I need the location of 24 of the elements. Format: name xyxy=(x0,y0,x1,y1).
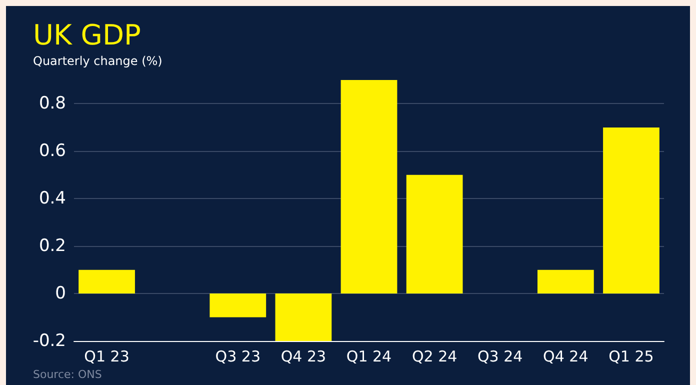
bar xyxy=(210,294,266,318)
y-tick-label: -0.2 xyxy=(32,331,66,351)
chart-title: UK GDP xyxy=(33,18,141,52)
x-tick-label: Q4 24 xyxy=(543,348,588,366)
bar xyxy=(603,127,660,294)
bar xyxy=(406,174,463,294)
x-tick-label: Q1 23 xyxy=(84,348,130,366)
source-note: Source: ONS xyxy=(33,368,102,381)
y-tick-label: 0.8 xyxy=(38,94,66,114)
chart-subtitle: Quarterly change (%) xyxy=(33,54,162,68)
bar xyxy=(340,80,398,294)
x-tick-label: Q3 24 xyxy=(478,348,523,366)
x-tick-label: Q1 24 xyxy=(346,348,392,366)
y-tick-label: 0 xyxy=(55,284,66,304)
y-tick-label: 0.4 xyxy=(38,188,66,209)
bar xyxy=(537,270,594,294)
x-tick-label: Q3 23 xyxy=(215,348,260,366)
x-tick-label: Q4 23 xyxy=(280,348,326,366)
bar xyxy=(78,270,135,294)
y-tick-label: 0.2 xyxy=(38,236,66,256)
bar xyxy=(275,294,332,341)
x-tick-label: Q2 24 xyxy=(412,348,458,366)
y-tick-label: 0.6 xyxy=(38,141,66,162)
x-tick-label: Q1 25 xyxy=(608,348,654,366)
